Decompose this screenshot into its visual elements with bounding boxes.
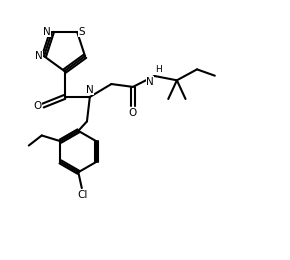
Text: N: N xyxy=(146,76,154,87)
Text: O: O xyxy=(33,101,41,110)
Text: O: O xyxy=(129,108,137,118)
Text: N: N xyxy=(35,51,43,61)
Text: S: S xyxy=(79,27,85,37)
Text: Cl: Cl xyxy=(77,190,88,200)
Text: N: N xyxy=(86,85,94,95)
Text: H: H xyxy=(155,65,162,74)
Text: N: N xyxy=(43,27,50,37)
